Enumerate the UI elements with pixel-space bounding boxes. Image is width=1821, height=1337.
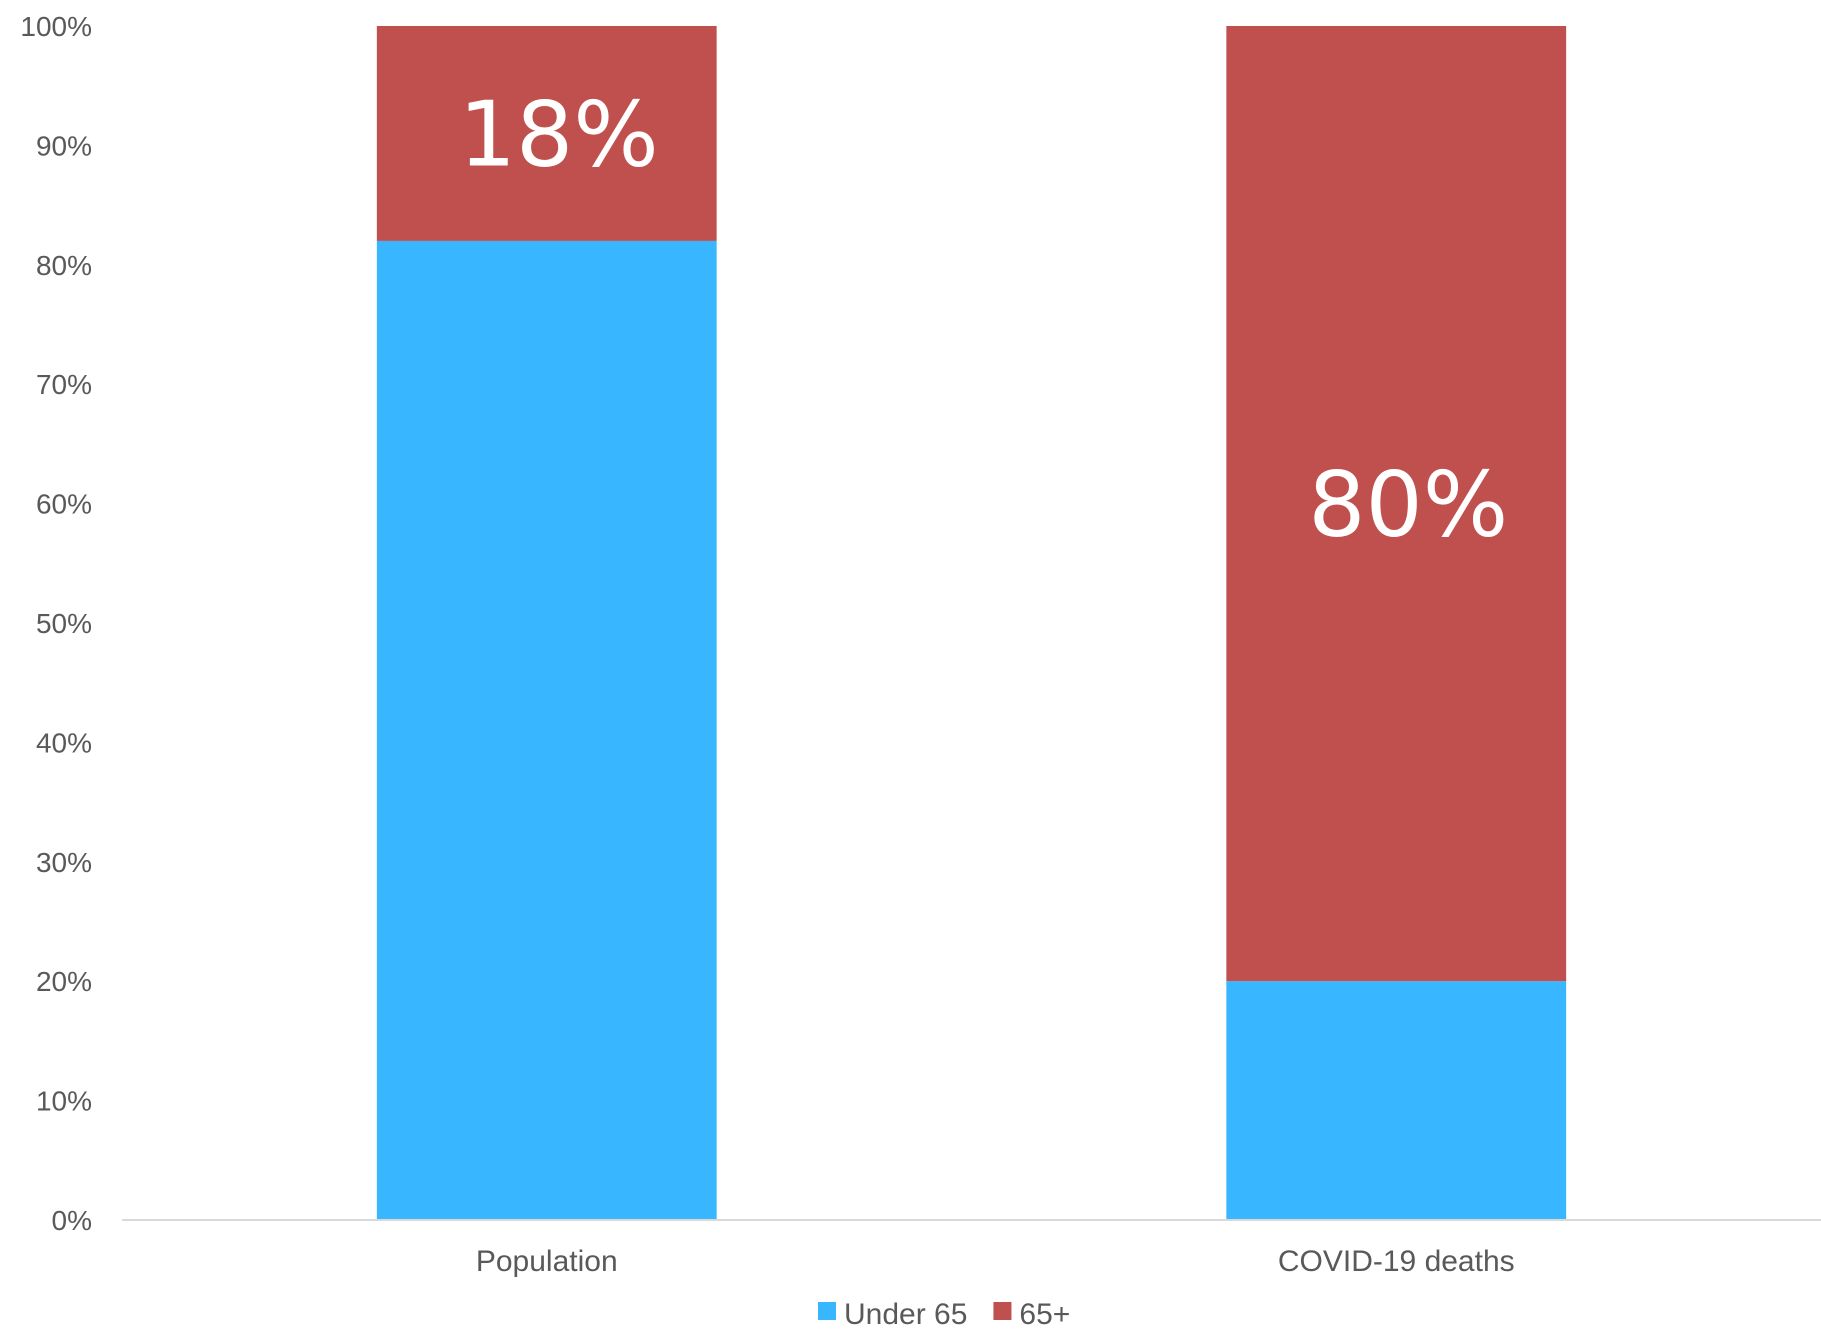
bar-65-population[interactable]	[376, 26, 717, 241]
y-tick-label: 10%	[36, 1086, 92, 1117]
bar-65-covid-19-deaths[interactable]	[1226, 26, 1567, 982]
y-tick-label: 40%	[36, 727, 92, 758]
legend-swatch	[993, 1302, 1012, 1320]
y-tick-label: 70%	[36, 369, 92, 400]
y-axis-tick-labels: 0% 10% 20% 30% 40% 50% 60% 70% 80% 90% 100%	[20, 11, 92, 1236]
y-tick-label: 30%	[36, 847, 92, 878]
legend-label: 65+	[1019, 1298, 1070, 1331]
data-labels: 18% 80%	[459, 82, 1509, 557]
y-tick-label: 50%	[36, 608, 92, 639]
y-tick-label: 60%	[36, 489, 92, 520]
bar-under-65-covid-19-deaths[interactable]	[1226, 981, 1567, 1220]
bar-under-65-population[interactable]	[376, 240, 717, 1221]
x-category-label: COVID-19 deaths	[1278, 1245, 1515, 1278]
bars	[376, 26, 1567, 1221]
y-tick-label: 100%	[20, 11, 92, 42]
y-tick-label: 0%	[52, 1205, 92, 1236]
legend-swatch	[818, 1302, 836, 1320]
legend-label: Under 65	[844, 1298, 967, 1331]
y-tick-label: 20%	[36, 966, 92, 997]
data-label: 18%	[459, 82, 659, 187]
legend[interactable]: Under 65 65+	[818, 1298, 1070, 1331]
x-category-label: Population	[476, 1245, 618, 1278]
y-tick-label: 80%	[36, 250, 92, 281]
data-label: 80%	[1308, 453, 1508, 558]
y-tick-label: 90%	[36, 130, 92, 161]
category-labels: Population COVID-19 deaths	[476, 1245, 1515, 1278]
